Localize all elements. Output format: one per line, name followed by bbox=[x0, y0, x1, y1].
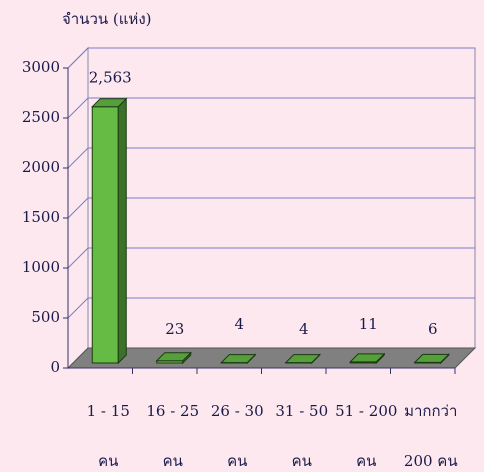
x-tick-label: 200 คน bbox=[404, 452, 458, 470]
bar bbox=[155, 351, 192, 365]
x-tick-label: คน bbox=[98, 452, 118, 470]
bar-top bbox=[155, 352, 192, 362]
data-label: 4 bbox=[299, 320, 309, 338]
y-tick-label: 500 bbox=[31, 308, 60, 326]
grid-line-side bbox=[67, 147, 89, 169]
data-label: 2,563 bbox=[89, 69, 132, 87]
x-tick-label: คน bbox=[356, 452, 376, 470]
floor bbox=[66, 347, 477, 369]
y-tick-label: 0 bbox=[50, 358, 60, 376]
grid-line-side bbox=[67, 197, 89, 219]
bar bbox=[220, 353, 257, 365]
bar bbox=[413, 353, 450, 365]
y-tick-label: 1000 bbox=[22, 258, 60, 276]
y-tick-label: 1500 bbox=[22, 208, 60, 226]
y-tick-label: 2500 bbox=[22, 108, 60, 126]
bar bbox=[284, 353, 321, 365]
x-tick-label: 1 - 15 bbox=[87, 402, 130, 420]
y-axis-title: จำนวน (แห่ง) bbox=[62, 10, 152, 28]
bar-top bbox=[349, 353, 386, 363]
x-tick-label: คน bbox=[292, 452, 312, 470]
x-tick-label: คน bbox=[227, 452, 247, 470]
x-tick-label: 51 - 200 bbox=[335, 402, 397, 420]
x-tick-label: 16 - 25 bbox=[146, 402, 199, 420]
grid-line-side bbox=[67, 47, 89, 69]
bar-side bbox=[117, 97, 127, 365]
bar bbox=[349, 352, 386, 365]
bar bbox=[91, 97, 128, 365]
bar-top bbox=[91, 98, 128, 108]
y-tick-label: 3000 bbox=[22, 58, 60, 76]
data-label: 4 bbox=[234, 315, 244, 333]
y-tick-label: 2000 bbox=[22, 158, 60, 176]
grid-line-side bbox=[67, 97, 89, 119]
x-tick-label: คน bbox=[163, 452, 183, 470]
data-label: 11 bbox=[359, 315, 378, 333]
bar-top bbox=[284, 354, 321, 364]
grid-line-side bbox=[67, 297, 89, 319]
bar-top bbox=[413, 353, 450, 363]
x-tick-label: 31 - 50 bbox=[275, 402, 328, 420]
data-label: 6 bbox=[428, 320, 438, 338]
bar-top bbox=[220, 354, 257, 364]
x-tick-label: 26 - 30 bbox=[211, 402, 264, 420]
bar-front bbox=[91, 106, 119, 364]
x-tick-label: มากกว่า bbox=[404, 402, 457, 420]
grid-line-side bbox=[67, 247, 89, 269]
data-label: 23 bbox=[165, 320, 184, 338]
